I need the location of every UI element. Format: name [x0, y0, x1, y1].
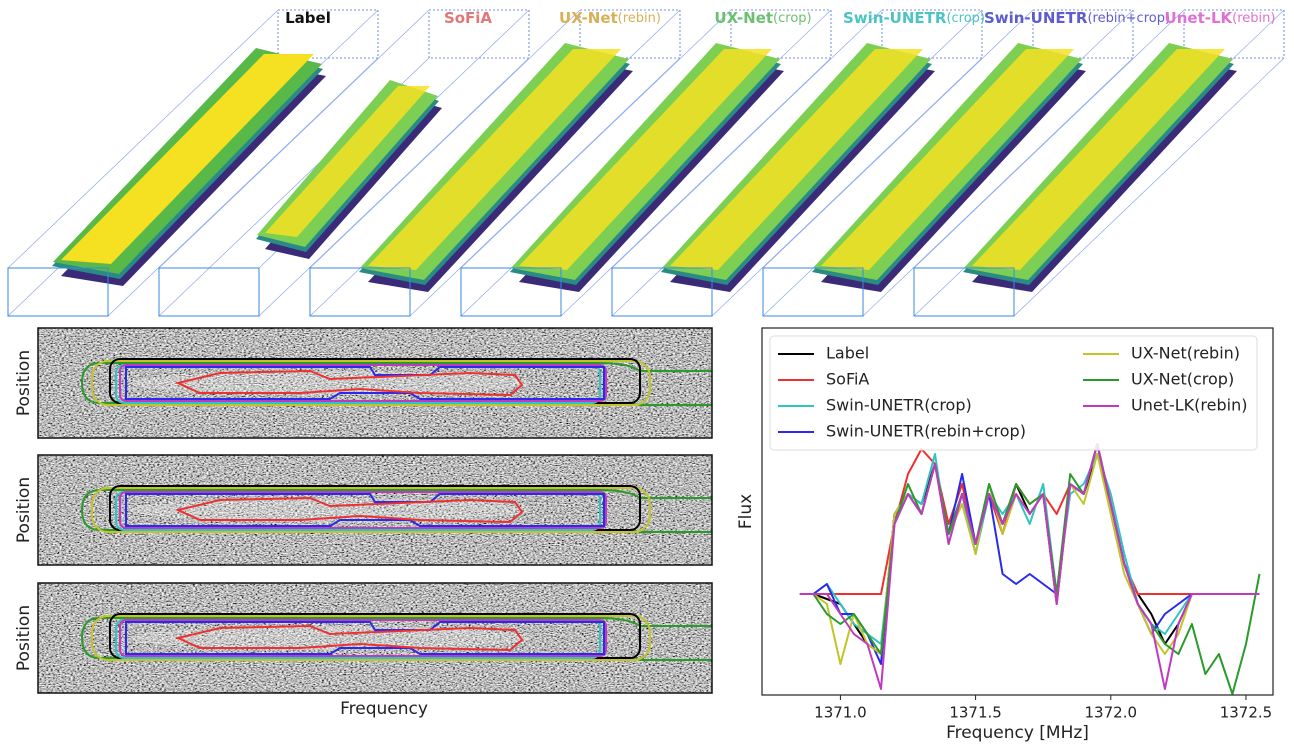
model-title: SoFiA	[444, 9, 492, 27]
x-tick-label: 1372.5	[1220, 704, 1273, 722]
model-title: UX-Net(rebin)	[559, 9, 661, 27]
model-variant: (rebin)	[618, 11, 661, 26]
legend-label: Label	[826, 344, 869, 363]
series-line	[800, 444, 1260, 594]
left-panel: Position Position Position Frequency	[14, 328, 712, 719]
series-line	[800, 454, 1260, 654]
model-name: Swin-UNETR	[984, 9, 1088, 27]
model-title: Label	[285, 9, 331, 27]
legend-label: UX-Net(rebin)	[1131, 344, 1240, 363]
model-variant: (rebin)	[1232, 11, 1275, 26]
series-line	[800, 444, 1260, 664]
series-line	[800, 444, 1260, 689]
y-axis-label: Position	[14, 350, 34, 416]
plot-area	[800, 444, 1260, 694]
legend-label: SoFiA	[826, 370, 869, 389]
model-name: SoFiA	[444, 9, 492, 27]
legend-label: Unet-LK(rebin)	[1131, 396, 1247, 415]
y-axis-label: Position	[14, 605, 34, 671]
y-axis-label: Flux	[736, 494, 756, 529]
model-variant: (rebin+crop)	[1087, 11, 1170, 26]
model-variant: (crop)	[773, 11, 812, 26]
x-tick-label: 1371.5	[949, 704, 1002, 722]
model-title: Swin-UNETR(rebin+crop)	[984, 9, 1170, 27]
legend-label: UX-Net(crop)	[1131, 370, 1234, 389]
box-front	[159, 268, 259, 316]
x-axis-label: Frequency [MHz]	[946, 723, 1089, 743]
model-title: Unet-LK(rebin)	[1165, 9, 1276, 27]
figure: LabelSoFiAUX-Net(rebin)UX-Net(crop)Swin-…	[0, 0, 1294, 748]
model-name: Unet-LK	[1165, 9, 1234, 27]
model-name: UX-Net	[714, 9, 773, 27]
legend-label: Swin-UNETR(rebin+crop)	[826, 422, 1026, 441]
legend-label: Swin-UNETR(crop)	[826, 396, 972, 415]
model-name: UX-Net	[559, 9, 618, 27]
series-line	[800, 454, 1260, 664]
x-tick-label: 1372.0	[1085, 704, 1138, 722]
x-tick-label: 1371.0	[814, 704, 867, 722]
model-name: Label	[285, 9, 331, 27]
model-name: Swin-UNETR	[843, 9, 947, 27]
model-variant: (crop)	[946, 11, 985, 26]
page: {"top_panel": {"models": [ {"name": "Lab…	[0, 0, 1294, 752]
y-axis-label: Position	[14, 477, 34, 543]
series-line	[800, 444, 1260, 694]
model-title: Swin-UNETR(crop)	[843, 9, 985, 27]
spectrum-panel: 1371.0 1371.5 1372.0 1372.5 Frequency [MHz] F…	[736, 328, 1273, 743]
model-title: UX-Net(crop)	[714, 9, 811, 27]
x-axis-label: Frequency	[340, 699, 428, 719]
series-line	[800, 454, 1260, 644]
